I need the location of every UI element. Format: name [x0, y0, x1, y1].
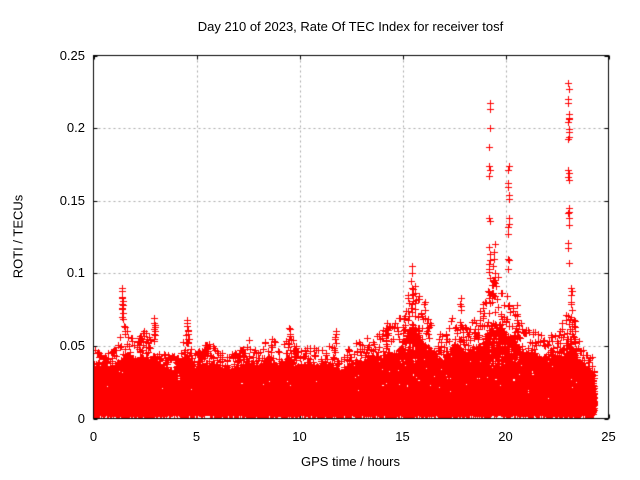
y-tick-label: 0.05: [59, 337, 85, 353]
y-tick-label: 0.1: [66, 265, 85, 281]
x-tick-label: 25: [601, 429, 616, 444]
x-tick-label: 15: [395, 429, 410, 444]
y-tick-label: 0.2: [66, 120, 85, 136]
y-tick-label: 0.15: [59, 192, 85, 208]
x-axis-label: GPS time / hours: [301, 454, 400, 469]
x-tick-label: 0: [89, 429, 98, 444]
y-tick-label: 0.25: [59, 47, 85, 63]
x-tick-label: 5: [192, 429, 201, 444]
y-tick-label: 0: [77, 410, 85, 426]
x-tick-label: 20: [498, 429, 513, 444]
x-tick-label: 10: [292, 429, 307, 444]
